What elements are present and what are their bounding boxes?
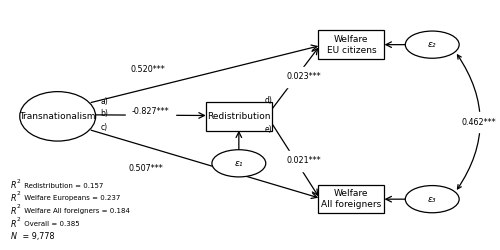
Text: N: N (11, 232, 17, 241)
Text: c): c) (100, 123, 107, 132)
Text: ε₃: ε₃ (428, 195, 436, 204)
Text: 0.021***: 0.021*** (286, 156, 321, 165)
Text: e): e) (265, 126, 272, 134)
Text: Transnationalism: Transnationalism (20, 112, 96, 121)
Text: 2: 2 (17, 178, 21, 184)
FancyArrowPatch shape (458, 55, 480, 189)
Text: Redistribution: Redistribution (207, 112, 270, 121)
Text: b): b) (100, 109, 108, 118)
Text: 2: 2 (17, 204, 21, 209)
Circle shape (406, 186, 459, 213)
FancyBboxPatch shape (318, 30, 384, 59)
Text: 0.023***: 0.023*** (286, 72, 321, 81)
Text: Welfare
EU citizens: Welfare EU citizens (326, 34, 376, 55)
Text: Overall = 0.385: Overall = 0.385 (22, 221, 80, 227)
Text: 0.520***: 0.520*** (131, 65, 166, 74)
Text: 0.462***: 0.462*** (462, 118, 496, 126)
Text: d): d) (265, 96, 272, 105)
Text: -0.827***: -0.827*** (132, 107, 170, 116)
Text: Welfare All foreigners = 0.184: Welfare All foreigners = 0.184 (22, 208, 130, 214)
Text: 0.507***: 0.507*** (128, 164, 163, 173)
FancyBboxPatch shape (206, 102, 272, 130)
Text: = 9,778: = 9,778 (20, 232, 54, 241)
Text: Redistribution = 0.157: Redistribution = 0.157 (22, 182, 103, 188)
Text: Welfare
All foreigners: Welfare All foreigners (322, 189, 382, 209)
Circle shape (212, 150, 266, 177)
Text: R: R (11, 220, 16, 229)
Text: a): a) (100, 97, 108, 106)
Text: 2: 2 (17, 217, 21, 222)
Text: Welfare Europeans = 0.237: Welfare Europeans = 0.237 (22, 196, 120, 202)
Text: R: R (11, 181, 16, 190)
Text: R: R (11, 207, 16, 216)
Circle shape (406, 31, 459, 58)
Text: 2: 2 (17, 192, 21, 196)
Text: ε₁: ε₁ (234, 159, 243, 168)
Text: ε₂: ε₂ (428, 40, 436, 49)
FancyBboxPatch shape (318, 185, 384, 214)
Text: R: R (11, 194, 16, 203)
